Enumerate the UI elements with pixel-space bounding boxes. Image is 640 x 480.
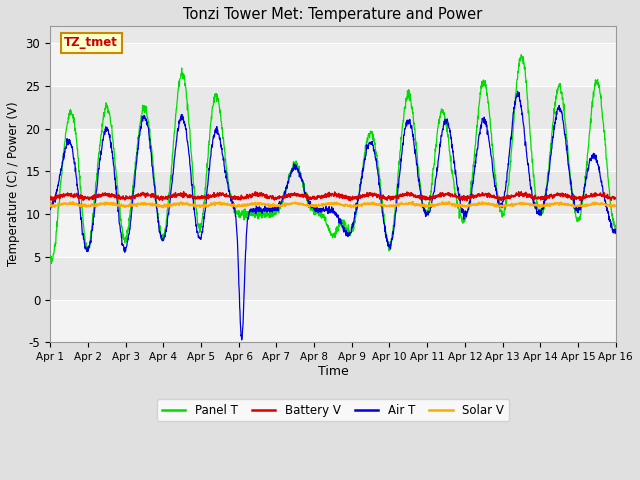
Panel T xyxy=(612,229,620,235)
Line: Panel T: Panel T xyxy=(50,55,616,264)
Title: Tonzi Tower Met: Temperature and Power: Tonzi Tower Met: Temperature and Power xyxy=(183,7,483,22)
Y-axis label: Temperature (C) / Power (V): Temperature (C) / Power (V) xyxy=(7,102,20,266)
Line: Solar V: Solar V xyxy=(50,202,616,208)
X-axis label: Time: Time xyxy=(317,365,348,378)
Panel T xyxy=(47,261,55,266)
Air T xyxy=(75,197,83,203)
Air T xyxy=(612,230,620,236)
Solar V xyxy=(596,202,604,208)
Air T xyxy=(514,88,522,94)
Solar V xyxy=(46,202,54,208)
Solar V xyxy=(596,201,604,206)
Panel T xyxy=(596,90,604,96)
Panel T xyxy=(321,215,329,221)
Battery V xyxy=(517,189,525,194)
Solar V xyxy=(492,202,500,207)
Battery V xyxy=(596,192,604,198)
Solar V xyxy=(409,199,417,204)
Panel T xyxy=(307,207,314,213)
Battery V xyxy=(492,194,500,200)
Panel T xyxy=(517,52,525,58)
Air T xyxy=(307,199,314,205)
Solar V xyxy=(75,202,83,208)
Panel T xyxy=(46,253,54,259)
Bar xyxy=(50,214,616,257)
Text: TZ_tmet: TZ_tmet xyxy=(64,36,118,49)
Battery V xyxy=(75,195,83,201)
Bar xyxy=(50,43,616,86)
Air T xyxy=(596,168,604,174)
Solar V xyxy=(307,203,314,208)
Panel T xyxy=(492,177,500,182)
Solar V xyxy=(348,205,355,211)
Air T xyxy=(596,171,604,177)
Bar xyxy=(50,129,616,171)
Battery V xyxy=(463,198,471,204)
Air T xyxy=(238,337,246,343)
Battery V xyxy=(321,193,329,199)
Air T xyxy=(321,207,329,213)
Air T xyxy=(46,206,54,212)
Solar V xyxy=(612,203,620,209)
Line: Air T: Air T xyxy=(50,91,616,340)
Panel T xyxy=(76,168,83,173)
Battery V xyxy=(46,195,54,201)
Battery V xyxy=(307,197,314,203)
Battery V xyxy=(596,191,604,197)
Line: Battery V: Battery V xyxy=(50,192,616,201)
Battery V xyxy=(612,195,620,201)
Air T xyxy=(492,188,500,193)
Panel T xyxy=(596,86,604,92)
Solar V xyxy=(321,202,329,207)
Legend: Panel T, Battery V, Air T, Solar V: Panel T, Battery V, Air T, Solar V xyxy=(157,399,509,421)
Bar xyxy=(50,300,616,342)
